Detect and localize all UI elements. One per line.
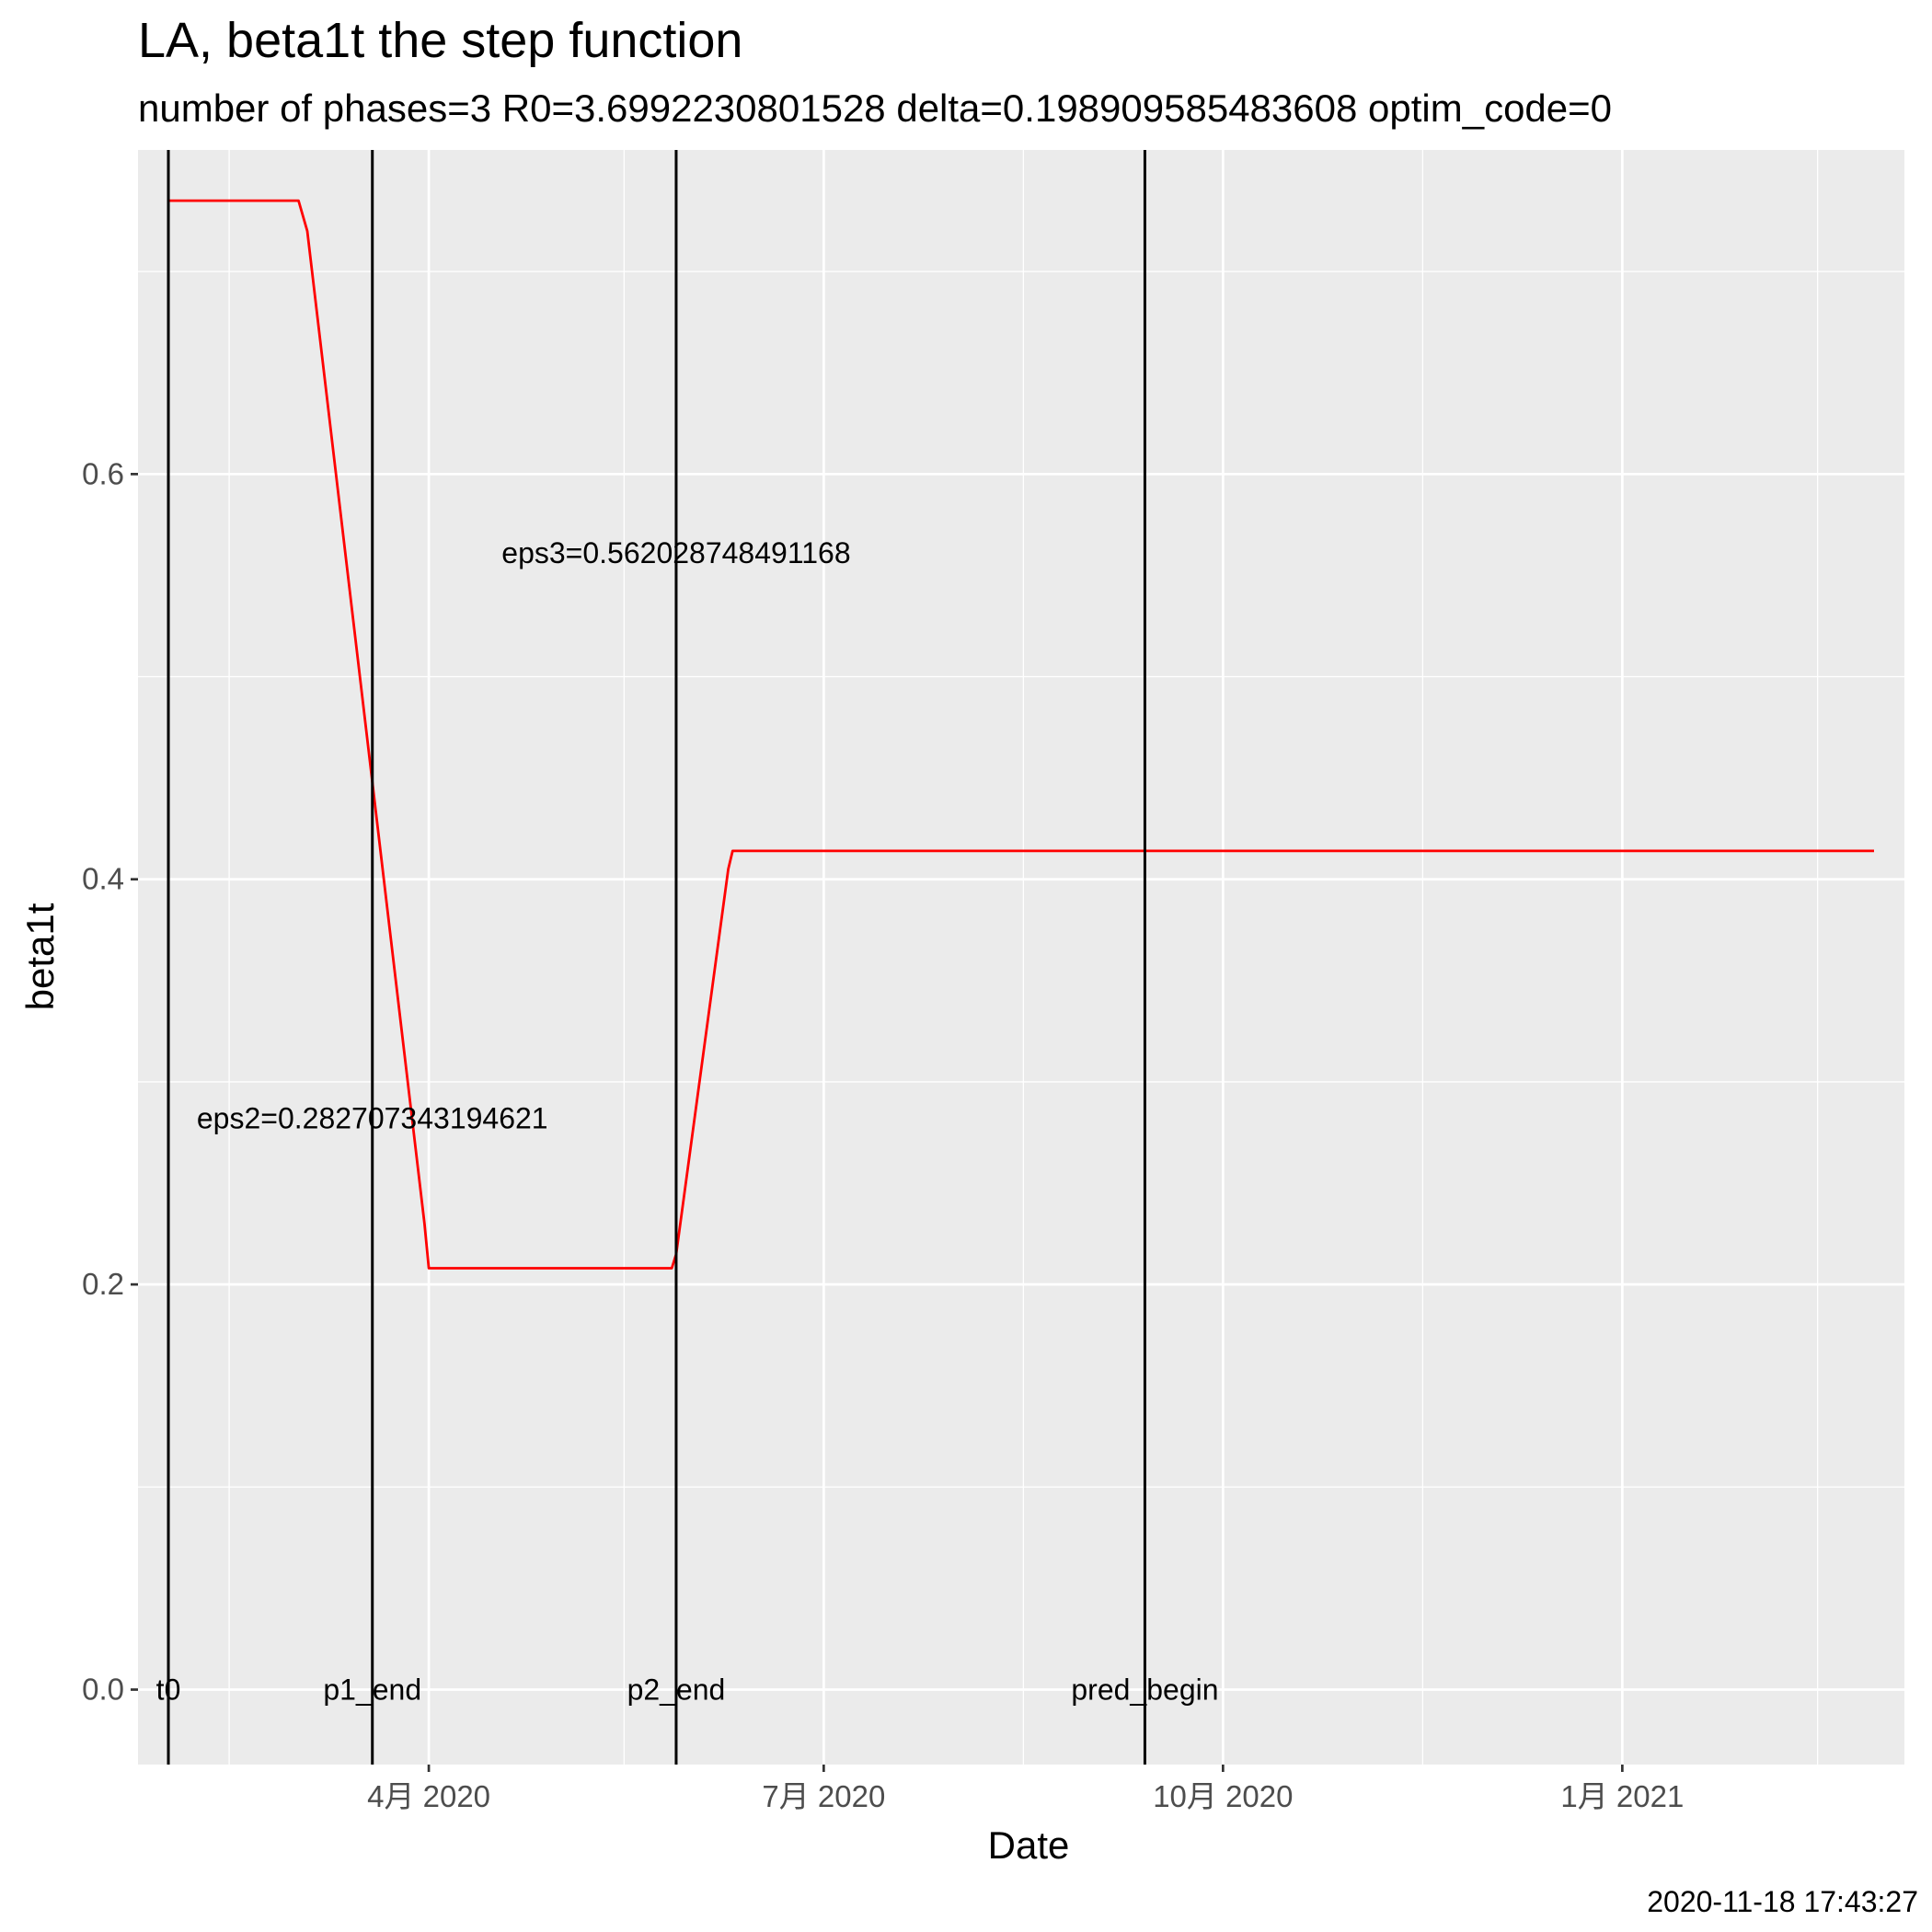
vline-label-pred-begin: pred_begin [1071,1673,1218,1707]
x-tick-label: 7月 2020 [762,1779,885,1813]
minor-gridlines [138,150,1904,1765]
annotations: eps2=0.282707343194621 eps3=0.56202874849… [197,536,851,1134]
timestamp-caption: 2020-11-18 17:43:27 [1647,1885,1918,1918]
x-tick-label: 10月 2020 [1153,1779,1293,1813]
major-gridlines [138,150,1904,1765]
series-layer [168,199,1874,1270]
x-tick-label: 1月 2021 [1560,1779,1684,1813]
plot-panel [138,150,1904,1765]
axes: 4月 2020 7月 2020 10月 2020 1月 2021 0.0 0.2 0.4 0.… [82,456,1684,1813]
vline-label-p2-end: p2_end [627,1673,726,1707]
x-axis-title: Date [988,1823,1070,1867]
y-tick-label: 0.0 [82,1673,124,1707]
x-tick-label: 4月 2020 [367,1779,490,1813]
y-tick-label: 0.4 [82,862,124,896]
vline-label-t0: t0 [156,1673,181,1707]
annotation-eps3: eps3=0.562028748491168 [501,536,850,569]
chart-title: LA, beta1t the step function [138,13,742,68]
annotation-eps2: eps2=0.282707343194621 [197,1102,548,1135]
chart-subtitle: number of phases=3 R0=3.6992230801528 de… [138,86,1612,130]
vline-label-p1-end: p1_end [323,1673,421,1707]
y-axis-title: beta1t [18,903,62,1010]
beta1t-series-line [168,199,1874,1270]
y-tick-label: 0.2 [82,1267,124,1301]
y-tick-label: 0.6 [82,456,124,490]
vertical-marker-lines: t0 p1_end p2_end pred_begin [156,150,1219,1765]
